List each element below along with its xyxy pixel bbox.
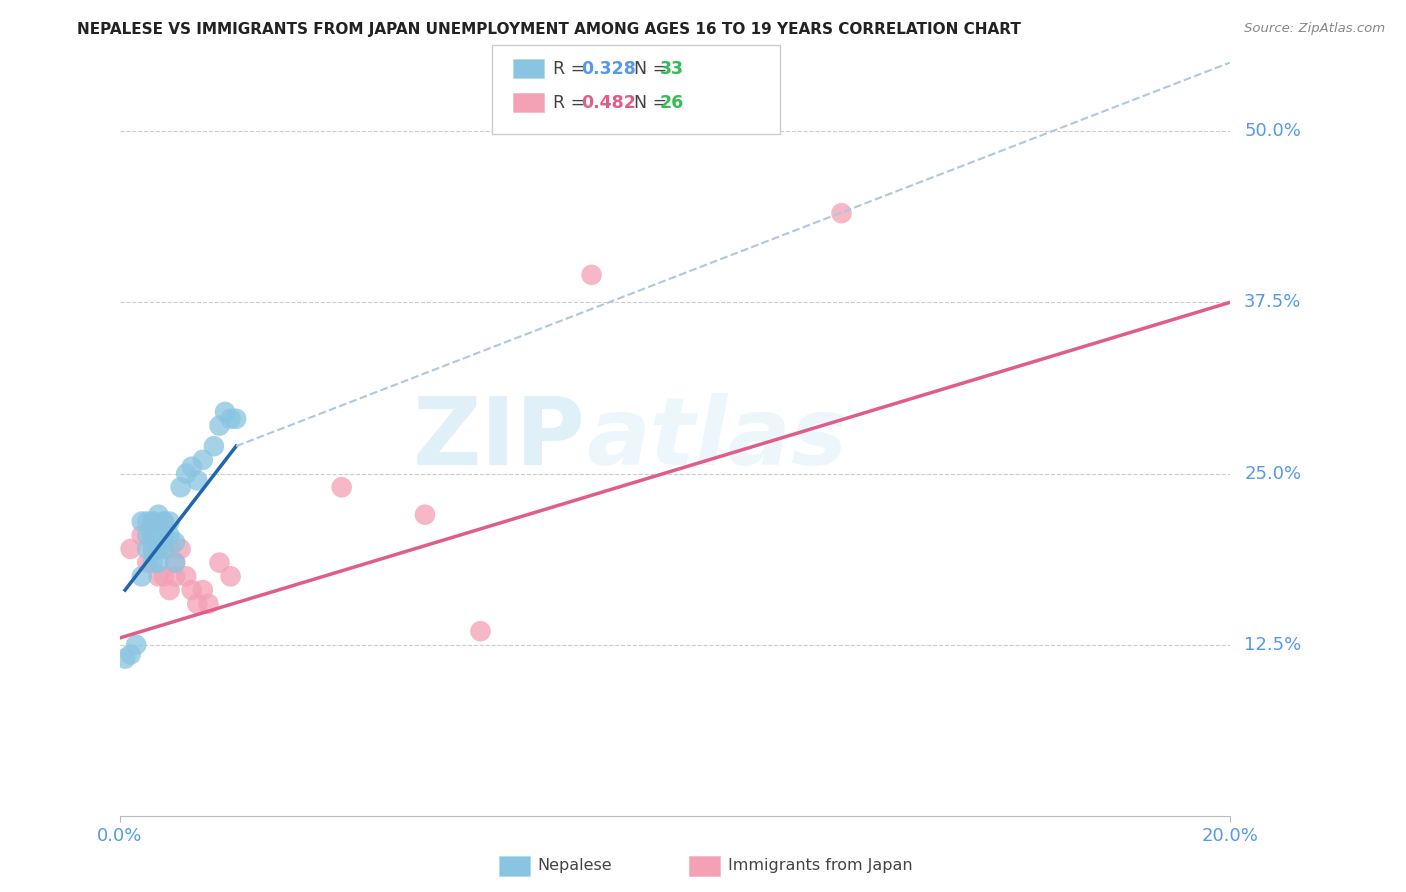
Text: NEPALESE VS IMMIGRANTS FROM JAPAN UNEMPLOYMENT AMONG AGES 16 TO 19 YEARS CORRELA: NEPALESE VS IMMIGRANTS FROM JAPAN UNEMPL… [77,22,1021,37]
Point [142,515,165,529]
Text: R =: R = [553,60,591,78]
Point [159,515,181,529]
Point [159,541,181,556]
Point [142,541,165,556]
Point [174,467,197,481]
Point [330,480,353,494]
Text: ZIP: ZIP [413,393,586,485]
Point [163,535,186,549]
Point [131,528,153,542]
Point [180,583,202,598]
Text: 50.0%: 50.0% [1244,122,1301,140]
Text: 0.482: 0.482 [581,94,636,112]
Point [148,541,170,556]
Point [830,206,852,220]
Point [148,541,170,556]
Point [148,528,170,542]
Point [180,459,202,474]
Point [136,528,159,542]
Text: R =: R = [553,94,591,112]
Text: Immigrants from Japan: Immigrants from Japan [728,858,912,872]
Point [214,405,236,419]
Point [186,474,208,488]
Point [120,541,142,556]
Point [131,515,153,529]
Point [186,597,208,611]
Point [581,268,603,282]
Text: atlas: atlas [586,393,848,485]
Point [169,480,191,494]
Point [136,515,159,529]
Point [148,508,170,522]
Point [142,541,165,556]
Point [169,541,191,556]
Text: 0.328: 0.328 [581,60,636,78]
Point [163,569,186,583]
Text: Source: ZipAtlas.com: Source: ZipAtlas.com [1244,22,1385,36]
Point [148,569,170,583]
Text: 12.5%: 12.5% [1244,636,1302,654]
Point [163,556,186,570]
Point [142,528,165,542]
Point [153,569,176,583]
Text: N =: N = [634,94,673,112]
Text: 37.5%: 37.5% [1244,293,1302,311]
Point [136,541,159,556]
Point [131,569,153,583]
Point [114,651,136,665]
Point [202,439,225,453]
Point [208,418,231,433]
Point [153,515,176,529]
Point [413,508,436,522]
Point [148,556,170,570]
Point [125,638,148,652]
Point [470,624,492,639]
Point [219,411,242,425]
Point [142,515,165,529]
Point [153,515,176,529]
Point [136,556,159,570]
Point [142,556,165,570]
Point [191,583,214,598]
Text: N =: N = [634,60,673,78]
Point [219,569,242,583]
Point [174,569,197,583]
Text: Nepalese: Nepalese [537,858,612,872]
Point [153,528,176,542]
Point [163,556,186,570]
Point [197,597,219,611]
Point [191,453,214,467]
Point [225,411,247,425]
Text: 25.0%: 25.0% [1244,465,1302,483]
Point [120,648,142,662]
Point [208,556,231,570]
Point [153,541,176,556]
Text: 26: 26 [659,94,683,112]
Point [159,528,181,542]
Text: 33: 33 [659,60,683,78]
Point [159,583,181,598]
